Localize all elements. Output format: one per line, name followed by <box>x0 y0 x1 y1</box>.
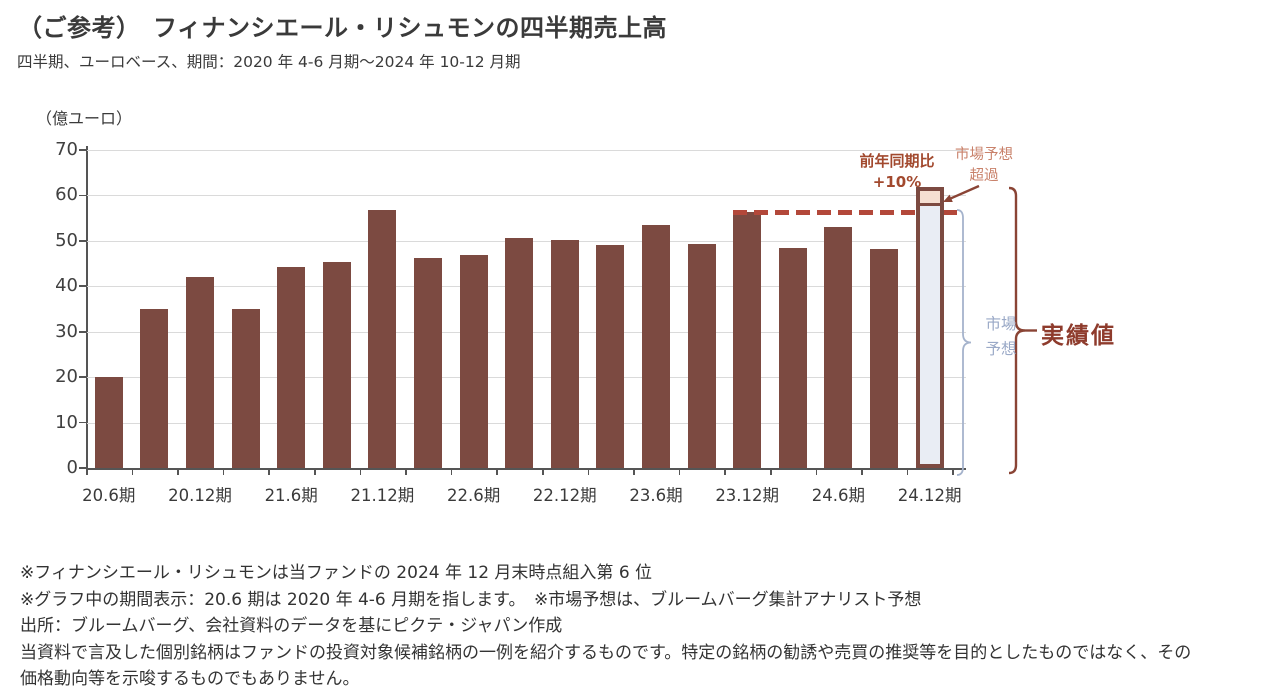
actual-value-label: 実績値 <box>1041 323 1116 349</box>
y-axis-line <box>86 146 88 468</box>
x-axis-tick-label: 21.12期 <box>350 486 415 505</box>
y-axis-tick <box>79 467 87 469</box>
bar <box>596 244 625 468</box>
x-axis-tick <box>587 468 590 475</box>
y-axis-tick-label: 50 <box>55 229 78 251</box>
yoy-change-annotation: 前年同期比 +10% <box>853 151 941 193</box>
x-axis-tick <box>542 468 544 475</box>
y-axis-tick <box>79 149 87 151</box>
footnotes: ※フィナンシエール・リシュモンは当ファンドの 2024 年 12 月末時点組入第… <box>20 560 1272 693</box>
y-axis-tick <box>79 330 87 333</box>
x-axis-tick-label: 23.6期 <box>629 486 683 505</box>
footnote-disclaimer-line1: 当資料で言及した個別銘柄はファンドの投資対象候補銘柄の一例を紹介するものです。特… <box>20 642 1192 663</box>
bar <box>550 239 579 468</box>
y-axis-tick <box>79 421 87 424</box>
bar <box>824 227 853 468</box>
y-axis-tick-label: 40 <box>55 275 78 297</box>
y-axis-tick <box>79 194 87 197</box>
bar <box>277 267 306 468</box>
y-axis-tick-label: 60 <box>55 184 78 206</box>
quarterly-sales-bar-chart: （億ユーロ） 0 10 20 30 40 50 60 70 20.6期 20.12期 21.6期 21… <box>0 100 1282 540</box>
bar <box>687 244 716 468</box>
prior-year-level-dashed-line <box>733 209 960 215</box>
forecast-beat-annotation: 市場予想 超過 <box>945 145 1023 187</box>
forecast-beat-annotation-line2: 超過 <box>969 168 999 184</box>
x-axis-tick-label: 20.6期 <box>82 486 136 505</box>
gridline <box>87 150 966 151</box>
page-title: （ご参考） フィナンシエール・リシュモンの四半期売上高 <box>18 14 668 42</box>
y-axis-tick-label: 20 <box>55 366 78 388</box>
x-axis-tick-label: 20.12期 <box>168 486 232 505</box>
x-axis-tick <box>678 468 681 475</box>
x-axis-tick <box>815 468 818 475</box>
x-axis-tick <box>906 468 909 475</box>
y-axis-tick <box>79 376 87 378</box>
bar <box>140 309 169 468</box>
bar <box>870 248 898 468</box>
y-axis-tick <box>79 285 87 288</box>
y-axis-unit-label: （億ユーロ） <box>36 109 133 128</box>
x-axis-tick-label: 24.6期 <box>811 486 866 505</box>
x-axis-tick <box>268 468 270 475</box>
y-axis-tick-label: 10 <box>55 411 78 433</box>
yoy-change-annotation-line1: 前年同期比 <box>859 152 935 170</box>
x-axis-tick <box>405 468 407 475</box>
bar <box>642 224 670 468</box>
yoy-change-annotation-line2: +10% <box>872 173 922 191</box>
x-axis-tick-label: 22.6期 <box>446 486 501 505</box>
y-axis-tick-label: 30 <box>55 320 78 342</box>
footnote-period-notation: ※グラフ中の期間表示：20.6 期は 2020 年 4-6 月期を指します。 ※… <box>20 589 922 610</box>
x-axis-tick <box>770 468 772 475</box>
bar <box>94 377 123 468</box>
x-axis-tick <box>724 468 726 475</box>
bar <box>733 212 762 468</box>
gridline <box>87 195 966 197</box>
bar <box>505 237 534 468</box>
y-axis-tick-label: 0 <box>66 457 78 478</box>
x-axis-tick-label: 24.12期 <box>897 486 962 505</box>
x-axis-tick <box>131 468 134 475</box>
final-bar-actual-vs-forecast <box>915 186 944 468</box>
x-axis-tick-label: 21.6期 <box>264 486 318 505</box>
x-axis-tick <box>450 468 453 475</box>
y-axis-tick <box>79 240 87 242</box>
x-axis-tick <box>314 468 316 475</box>
bar <box>186 277 214 468</box>
bar <box>322 262 351 468</box>
x-axis-tick <box>952 468 954 475</box>
bar <box>368 209 397 468</box>
x-axis-tick <box>496 468 498 475</box>
footnote-source: 出所：ブルームバーグ、会社資料のデータを基にピクテ・ジャパン作成 <box>20 616 563 636</box>
market-forecast-label: 市場 予想 <box>981 312 1021 362</box>
x-axis-line <box>86 468 966 470</box>
forecast-beat-annotation-line1: 市場予想 <box>955 147 1013 163</box>
x-axis-tick <box>633 468 635 475</box>
x-axis-tick-label: 23.12期 <box>715 486 780 505</box>
bar <box>231 309 260 468</box>
bar <box>778 247 807 468</box>
bar <box>414 257 442 468</box>
bar <box>459 255 488 468</box>
forecast-beat-fill <box>919 190 940 207</box>
x-axis-tick <box>222 468 225 475</box>
page-subtitle: 四半期、ユーロベース、期間：2020 年 4-6 月期～2024 年 10-12… <box>17 53 521 71</box>
market-forecast-label-line2: 予想 <box>985 340 1017 358</box>
x-axis-tick <box>177 468 179 475</box>
x-axis-tick <box>861 468 863 475</box>
market-forecast-label-line1: 市場 <box>985 315 1017 333</box>
x-axis-tick-label: 22.12期 <box>532 486 597 505</box>
x-axis-tick <box>359 468 362 475</box>
plot-area: 0 10 20 30 40 50 60 70 20.6期 20.12期 21.6期 21.12期 22.… <box>0 100 1282 540</box>
x-axis-tick <box>86 468 88 475</box>
y-axis-tick-label: 70 <box>55 139 78 160</box>
footnote-disclaimer-line2: 価格動向等を示唆するものでもありません。 <box>20 669 360 689</box>
footnote-holding-rank: ※フィナンシエール・リシュモンは当ファンドの 2024 年 12 月末時点組入第… <box>20 563 653 583</box>
